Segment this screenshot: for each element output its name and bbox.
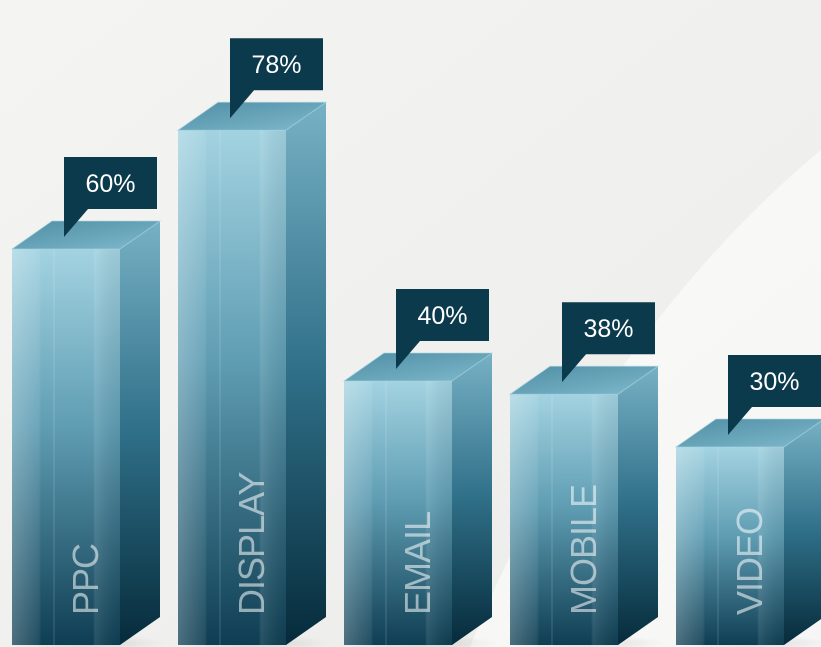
callout-box bbox=[728, 355, 821, 435]
value-callout: 30% bbox=[728, 355, 821, 435]
bar-side-face bbox=[618, 366, 658, 645]
bar-category-label: MOBILE bbox=[563, 485, 604, 615]
bar-category-label: EMAIL bbox=[397, 512, 438, 615]
value-label: 40% bbox=[417, 302, 467, 330]
bar-top-face bbox=[10, 220, 162, 250]
bar-front-sheen bbox=[676, 447, 784, 645]
callout-box bbox=[230, 38, 323, 119]
value-label: 78% bbox=[251, 51, 301, 79]
callout-box bbox=[396, 289, 489, 369]
bar-side-face bbox=[286, 102, 326, 645]
bar-mobile: MOBILE 38% bbox=[503, 302, 665, 647]
bar-front-sheen bbox=[178, 130, 286, 645]
callout-box bbox=[64, 157, 157, 237]
value-callout: 78% bbox=[230, 38, 323, 119]
bar-side-face bbox=[452, 353, 492, 645]
bar-display: DISPLAY 78% bbox=[171, 38, 333, 647]
bar-top-face bbox=[508, 365, 660, 395]
value-label: 30% bbox=[749, 368, 799, 396]
value-callout: 38% bbox=[562, 302, 655, 383]
bar-top-face bbox=[342, 352, 494, 382]
callout-box bbox=[562, 302, 655, 383]
value-label: 60% bbox=[85, 170, 135, 198]
bar-side-face bbox=[120, 221, 160, 645]
value-label: 38% bbox=[583, 315, 633, 343]
bar-front-sheen bbox=[344, 381, 452, 645]
bar-video: VIDEO 30% bbox=[669, 355, 821, 647]
bar-email: EMAIL 40% bbox=[337, 289, 499, 647]
bar-front-sheen bbox=[510, 394, 618, 645]
bar-front-sheen bbox=[12, 249, 120, 645]
bar-side-face bbox=[784, 421, 821, 645]
bar-top-face bbox=[674, 418, 821, 448]
value-callout: 40% bbox=[396, 289, 489, 369]
bar-category-label: DISPLAY bbox=[231, 472, 272, 615]
bar-top-face bbox=[176, 101, 328, 131]
bar-category-label: VIDEO bbox=[729, 508, 770, 615]
bar-category-label: PPC bbox=[65, 544, 106, 615]
bar-ppc: PPC 60% bbox=[5, 157, 167, 647]
value-callout: 60% bbox=[64, 157, 157, 237]
